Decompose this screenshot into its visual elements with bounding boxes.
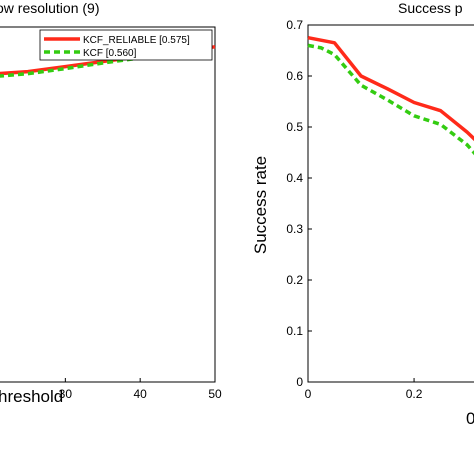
right-y-tick-label: 0.2 [286, 273, 303, 287]
left-x-tick-label: 40 [133, 387, 147, 401]
right-y-tick-label: 0.4 [286, 171, 303, 185]
right-y-tick-label: 0 [296, 375, 303, 389]
left-plot-frame [0, 26, 216, 383]
right-chart-title: Success p [398, 0, 463, 16]
left-chart: ow resolution (9) 30 40 50 KCF_RELIABLE [0… [0, 0, 222, 406]
right-chart: Success p 0 0.2 0 0.1 0.2 0.3 0.4 0.5 0.6 0.7 Suc… [251, 0, 474, 428]
right-y-tick-label: 0.7 [286, 18, 303, 32]
left-x-axis-label: hreshold [0, 387, 63, 406]
right-series-line-kcf-reliable [307, 35, 474, 142]
right-y-axis-label: Success rate [251, 156, 270, 254]
left-x-tick-label: 50 [208, 387, 222, 401]
right-y-tick-label: 0.3 [286, 222, 303, 236]
left-x-tick-label: 30 [59, 387, 73, 401]
right-plot-frame [307, 24, 474, 383]
legend: KCF_RELIABLE [0.575] KCF [0.560] [39, 29, 213, 61]
legend-label: KCF_RELIABLE [0.575] [83, 35, 190, 46]
right-edge-tick-label: 0 [466, 409, 474, 428]
right-x-tick-label: 0 [305, 387, 312, 401]
left-chart-title: ow resolution (9) [0, 0, 100, 16]
right-series-line-kcf [307, 43, 474, 156]
legend-label: KCF [0.560] [83, 48, 137, 59]
right-y-tick-label: 0.6 [286, 69, 303, 83]
legend-box [39, 29, 213, 61]
right-y-tick-label: 0.1 [286, 324, 303, 338]
right-x-tick-label: 0.2 [406, 387, 423, 401]
right-y-tick-label: 0.5 [286, 120, 303, 134]
